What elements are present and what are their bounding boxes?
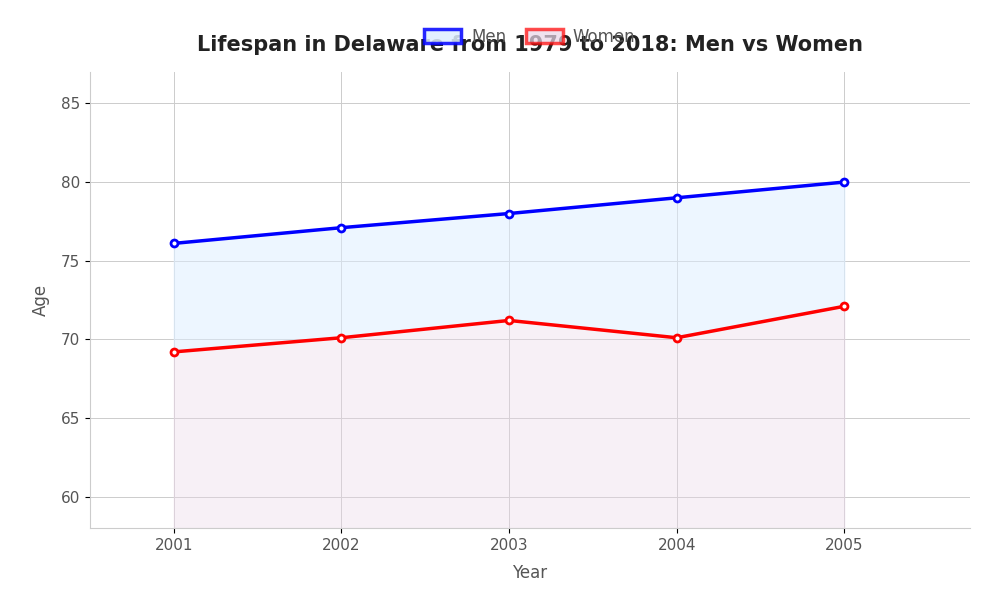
Title: Lifespan in Delaware from 1979 to 2018: Men vs Women: Lifespan in Delaware from 1979 to 2018: …	[197, 35, 863, 55]
Y-axis label: Age: Age	[32, 284, 50, 316]
Legend: Men, Women: Men, Women	[418, 21, 642, 52]
X-axis label: Year: Year	[512, 564, 548, 582]
